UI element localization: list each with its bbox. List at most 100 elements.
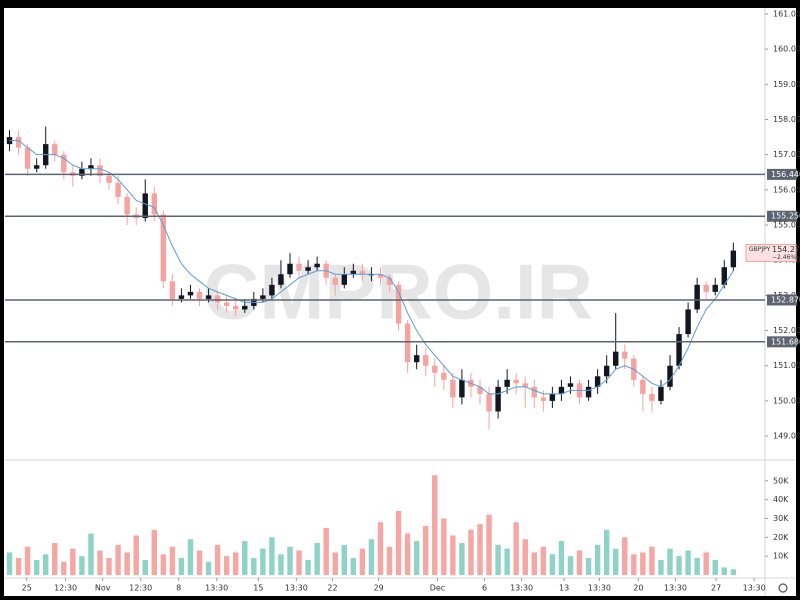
candle-body [613, 351, 619, 366]
volume-bar [61, 561, 67, 575]
x-tick-label: 13:30 [510, 584, 533, 593]
volume-bar [585, 558, 592, 575]
volume-bar [558, 541, 565, 575]
volume-bar [314, 542, 320, 575]
candle-body [622, 351, 628, 359]
candle-body [196, 291, 203, 299]
volume-bar [214, 544, 221, 575]
settings-gear[interactable] [778, 583, 788, 593]
candle-body [640, 379, 646, 394]
volume-tick-label: 30K [773, 514, 789, 523]
candle-body [187, 291, 194, 296]
volume-bar [432, 475, 438, 575]
volume-bar [576, 550, 583, 575]
candle-body [450, 379, 456, 398]
volume-bar [287, 546, 293, 575]
volume-bar [70, 548, 76, 575]
volume-bar [685, 550, 691, 575]
volume-bar [124, 552, 130, 575]
candle-body [214, 295, 221, 303]
candle-body [377, 274, 384, 278]
volume-bar [251, 558, 257, 575]
candle-body [178, 295, 185, 299]
candle-body [395, 284, 402, 324]
volume-bar [187, 539, 194, 575]
volume-bar [441, 518, 447, 575]
volume-bar [386, 546, 393, 575]
volume-bar [260, 548, 266, 575]
volume-bar [631, 554, 637, 575]
candle-body [459, 379, 465, 398]
candle-body [61, 154, 67, 173]
candle-body [151, 193, 157, 215]
y-tick-label: 149.000 [773, 432, 800, 441]
volume-bar [703, 552, 709, 575]
volume-bar [169, 546, 176, 575]
candle-body [477, 386, 483, 394]
candle-body [24, 147, 31, 169]
volume-bar [133, 535, 139, 575]
x-tick-label: 13:30 [285, 584, 308, 593]
y-tick-label: 150.000 [773, 396, 800, 405]
level-label: 156.440 [771, 170, 800, 179]
volume-bar [368, 539, 375, 575]
level-label-box [767, 168, 797, 180]
candle-body [115, 182, 121, 197]
candle-body [504, 379, 510, 387]
candle-body [169, 281, 176, 299]
volume-bar [24, 546, 31, 575]
candle-body [513, 379, 519, 384]
volume-bar [404, 533, 411, 575]
candle-body [567, 383, 574, 387]
volume-bar [52, 542, 58, 575]
candle-body [305, 267, 311, 271]
candle-body [495, 386, 501, 412]
candle-body [278, 274, 284, 285]
candle-body [260, 295, 266, 299]
candle-body [667, 365, 673, 387]
volume-bar [377, 522, 384, 575]
candle-body [585, 386, 592, 398]
volume-bar [395, 510, 402, 575]
x-tick-label: 29 [374, 584, 384, 593]
settings-icon[interactable] [778, 583, 788, 593]
volume-bar [15, 558, 22, 575]
candle-body [549, 393, 556, 401]
symbol-label: GBPJPY [749, 246, 771, 253]
volume-bar [341, 544, 347, 575]
volume-bar [97, 550, 103, 575]
candle-body [15, 137, 22, 148]
volume-bar [323, 527, 329, 575]
volume-bar [531, 552, 537, 575]
volume-bar [359, 548, 366, 575]
candle-body [332, 277, 338, 285]
candle-body [314, 263, 320, 268]
level-label: 152.870 [771, 295, 800, 304]
candle-body [603, 365, 610, 377]
volume-bar [676, 556, 682, 575]
volume-bar [468, 529, 474, 575]
volume-bar [88, 533, 94, 575]
y-tick-label: 160.000 [773, 45, 800, 54]
candle-body [287, 263, 293, 275]
level-label: 155.250 [771, 212, 800, 221]
volume-bar [649, 546, 655, 575]
volume-bar [513, 522, 519, 575]
candle-body [404, 323, 411, 363]
level-label-box [767, 294, 797, 306]
y-tick-label: 151.000 [773, 361, 800, 370]
x-tick-label: 13:30 [664, 584, 687, 593]
level-label-box [767, 210, 797, 222]
level-label-box [767, 336, 797, 348]
moving-average [9, 140, 734, 395]
candle-body [97, 165, 103, 176]
candle-body [359, 270, 366, 275]
volume-bar [667, 548, 673, 575]
x-tick-label: 15 [253, 584, 263, 593]
y-tick-label: 161.000 [773, 9, 800, 18]
volume-bar [115, 544, 121, 575]
x-tick-label: Dec [430, 584, 445, 593]
y-tick-label: 157.000 [773, 150, 800, 159]
level-label: 151.680 [771, 337, 800, 346]
